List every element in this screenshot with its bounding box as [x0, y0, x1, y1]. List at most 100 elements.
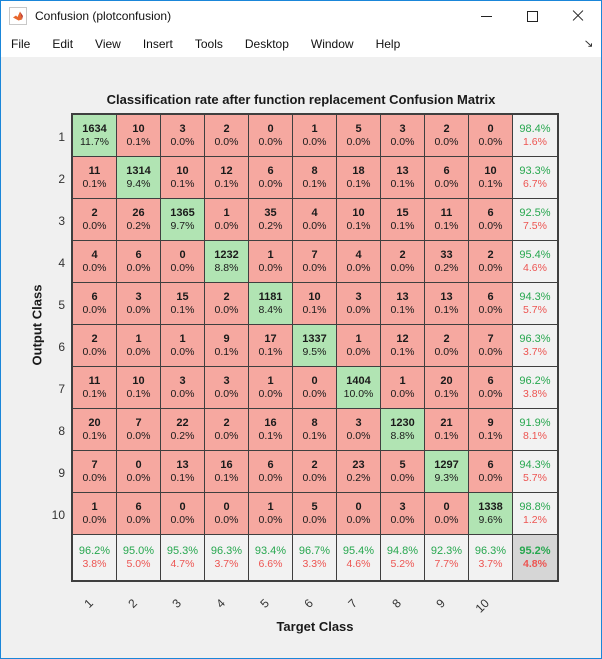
matrix-cell: 1404 10.0%: [337, 367, 380, 408]
matrix-cell: 2 0.0%: [425, 325, 468, 366]
cell-count: 94.3%: [519, 290, 551, 303]
cell-count: 10: [484, 164, 497, 177]
matrix-cell: 3 0.0%: [161, 115, 204, 156]
cell-count: 2: [311, 458, 318, 471]
cell-count: 6: [267, 164, 274, 177]
cell-percent: 8.8%: [214, 261, 239, 274]
cell-percent: 0.0%: [346, 513, 371, 526]
cell-percent: 0.0%: [170, 513, 195, 526]
cell-percent: 0.0%: [478, 261, 503, 274]
col-summary-cell: 96.3% 3.7%: [205, 535, 248, 580]
row-summary-cell: 94.3% 5.7%: [513, 283, 557, 324]
matrix-cell: 26 0.2%: [117, 199, 160, 240]
cell-percent: 0.1%: [214, 177, 239, 190]
cell-percent: 3.3%: [302, 557, 327, 570]
cell-count: 7: [487, 332, 494, 345]
cell-percent: 0.0%: [214, 387, 239, 400]
matrix-cell: 1181 8.4%: [249, 283, 292, 324]
row-summary-cell: 94.3% 5.7%: [513, 451, 557, 492]
cell-percent: 5.7%: [523, 471, 547, 484]
cell-count: 95.2%: [519, 544, 551, 557]
cell-count: 10: [132, 122, 145, 135]
window-title: Confusion (plotconfusion): [35, 9, 172, 23]
matrix-cell: 13 0.1%: [425, 283, 468, 324]
matrix-cell: 1634 11.7%: [73, 115, 116, 156]
menu-bar: File Edit View Insert Tools Desktop Wind…: [1, 31, 601, 57]
cell-percent: 0.0%: [302, 261, 327, 274]
cell-count: 9: [487, 416, 494, 429]
cell-count: 95.4%: [519, 248, 551, 261]
cell-percent: 0.0%: [126, 345, 151, 358]
matrix-cell: 17 0.1%: [249, 325, 292, 366]
cell-percent: 0.0%: [478, 135, 503, 148]
cell-percent: 0.2%: [170, 429, 195, 442]
matrix-cell: 6 0.0%: [425, 157, 468, 198]
matrix-cell: 6 0.0%: [249, 451, 292, 492]
cell-count: 1297: [434, 458, 459, 471]
dock-figure-icon[interactable]: ↘: [583, 37, 594, 50]
cell-percent: 0.0%: [434, 177, 459, 190]
cell-count: 16: [220, 458, 233, 471]
cell-count: 3: [355, 290, 362, 303]
cell-percent: 0.1%: [346, 219, 371, 232]
cell-percent: 0.0%: [302, 513, 327, 526]
cell-percent: 0.0%: [434, 135, 459, 148]
cell-count: 4: [91, 248, 98, 261]
minimize-button[interactable]: [463, 1, 509, 31]
cell-percent: 0.0%: [390, 387, 415, 400]
cell-count: 2: [91, 206, 98, 219]
cell-count: 1: [91, 500, 98, 513]
row-summary-cell: 98.4% 1.6%: [513, 115, 557, 156]
cell-count: 20: [88, 416, 101, 429]
menu-tools[interactable]: Tools: [194, 37, 223, 51]
title-bar[interactable]: Confusion (plotconfusion): [1, 1, 601, 31]
matrix-cell: 1232 8.8%: [205, 241, 248, 282]
cell-count: 5: [311, 500, 318, 513]
figure-canvas: Classification rate after function repla…: [1, 58, 601, 658]
matrix-cell: 0 0.0%: [117, 451, 160, 492]
cell-percent: 0.0%: [258, 177, 283, 190]
close-button[interactable]: [555, 1, 601, 31]
cell-percent: 9.4%: [126, 177, 151, 190]
maximize-button[interactable]: [509, 1, 555, 31]
matrix-cell: 1338 9.6%: [469, 493, 512, 534]
matrix-cell: 9 0.1%: [469, 409, 512, 450]
cell-percent: 0.1%: [170, 471, 195, 484]
matrix-cell: 12 0.1%: [205, 157, 248, 198]
matrix-cell: 3 0.0%: [205, 367, 248, 408]
cell-percent: 0.0%: [390, 513, 415, 526]
matrix-cell: 8 0.1%: [293, 409, 336, 450]
cell-percent: 0.0%: [258, 387, 283, 400]
cell-count: 6: [135, 248, 142, 261]
cell-count: 1: [267, 500, 274, 513]
matrix-cell: 33 0.2%: [425, 241, 468, 282]
cell-count: 18: [352, 164, 365, 177]
cell-percent: 0.0%: [82, 303, 107, 316]
cell-count: 6: [135, 500, 142, 513]
menu-edit[interactable]: Edit: [52, 37, 74, 51]
menu-desktop[interactable]: Desktop: [244, 37, 289, 51]
menu-window[interactable]: Window: [310, 37, 354, 51]
cell-percent: 0.1%: [170, 303, 195, 316]
cell-count: 6: [267, 458, 274, 471]
cell-percent: 0.0%: [478, 345, 503, 358]
menu-help[interactable]: Help: [375, 37, 401, 51]
y-tick-10: 10: [51, 508, 65, 522]
menu-insert[interactable]: Insert: [142, 37, 173, 51]
cell-count: 10: [176, 164, 189, 177]
minimize-icon: [480, 15, 492, 17]
cell-percent: 5.0%: [126, 557, 151, 570]
menu-file[interactable]: File: [11, 37, 31, 51]
matrix-cell: 5 0.0%: [293, 493, 336, 534]
matrix-cell: 13 0.1%: [381, 283, 424, 324]
cell-count: 1: [267, 248, 274, 261]
matrix-cell: 2 0.0%: [205, 409, 248, 450]
cell-count: 3: [179, 122, 186, 135]
cell-count: 6: [443, 164, 450, 177]
menu-view[interactable]: View: [95, 37, 121, 51]
matrix-cell: 11 0.1%: [73, 367, 116, 408]
cell-percent: 0.0%: [126, 303, 151, 316]
cell-count: 96.2%: [78, 544, 111, 557]
matrix-cell: 1 0.0%: [117, 325, 160, 366]
matrix-cell: 11 0.1%: [425, 199, 468, 240]
